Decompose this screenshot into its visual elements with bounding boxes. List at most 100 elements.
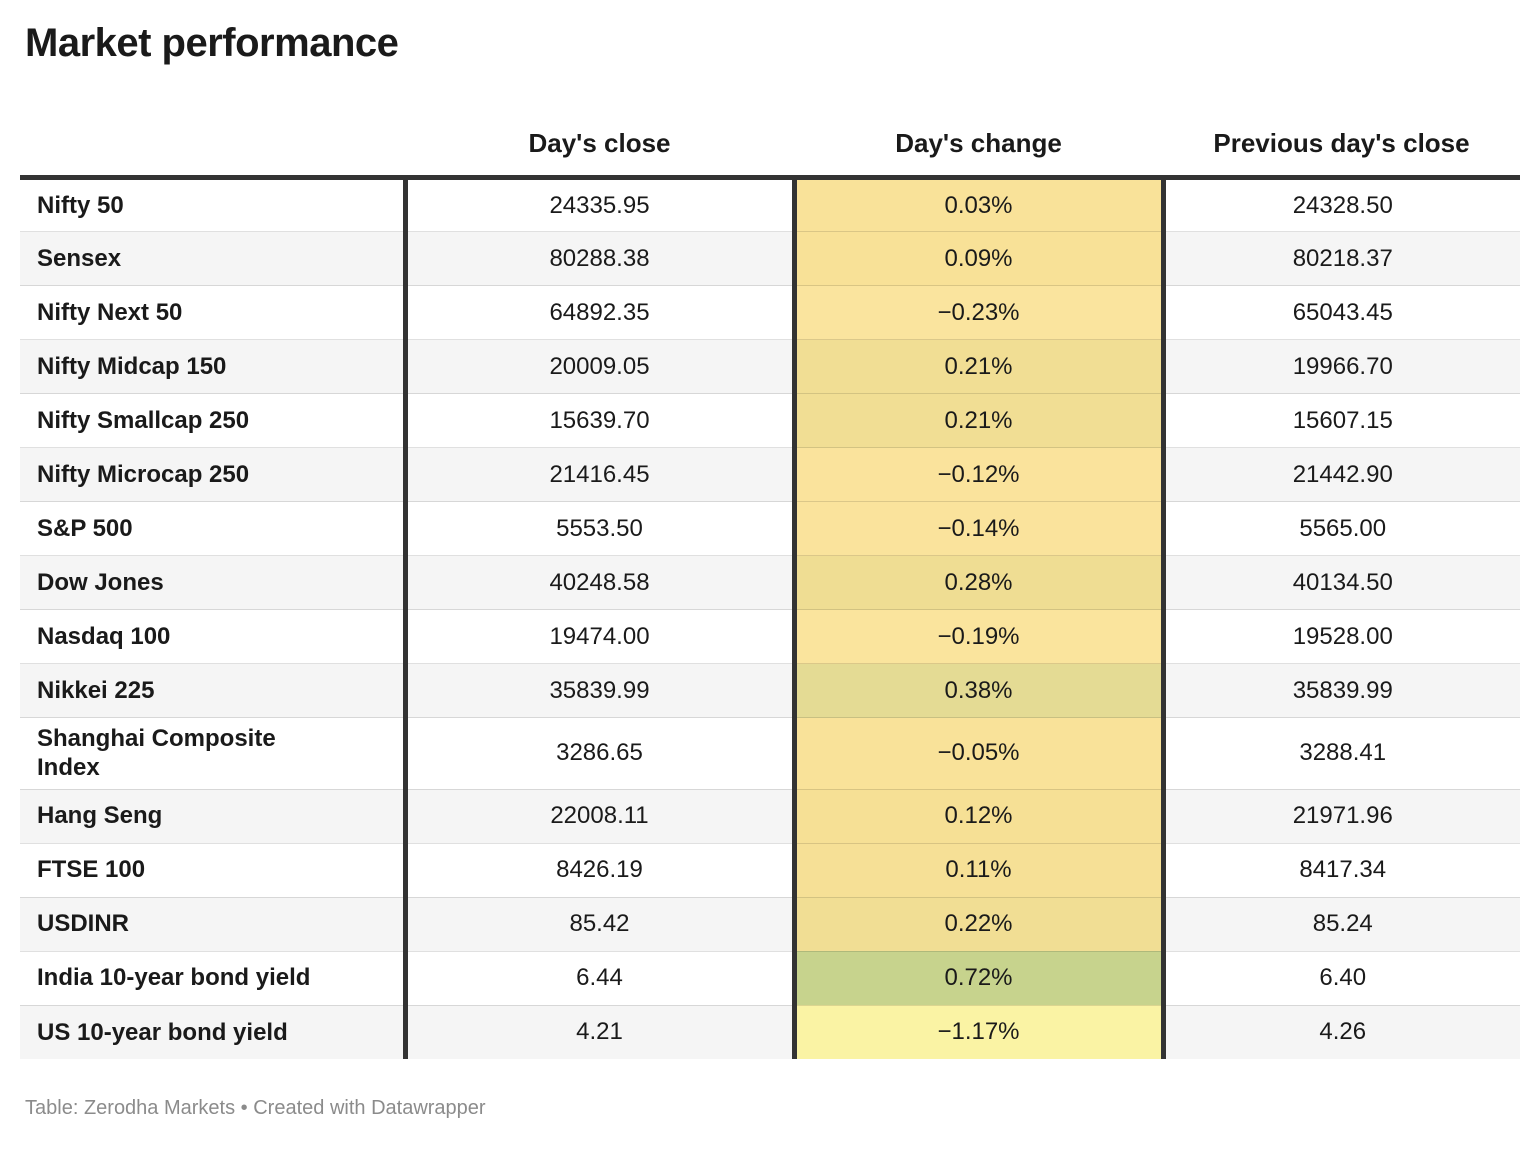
days-close-cell: 24335.95 bbox=[549, 191, 650, 219]
source-link[interactable]: Zerodha Markets bbox=[83, 1097, 236, 1120]
header-blank bbox=[20, 64, 405, 180]
row-label-cell: S&P 500 bbox=[20, 501, 408, 556]
days-close-cell: 19474.00 bbox=[405, 609, 794, 664]
days-change-cell: 0.03% bbox=[791, 177, 1166, 232]
header-row: Day's close Day's change Previous day's … bbox=[20, 64, 1520, 180]
table-footer: Table: Zerodha Markets • Created with Da… bbox=[25, 1097, 1520, 1120]
row-label-cell: FTSE 100 bbox=[20, 842, 408, 898]
table-row: FTSE 100 8426.19 0.11% 8417.34 bbox=[20, 842, 1520, 898]
row-label: Dow Jones bbox=[37, 568, 164, 596]
row-label-cell: Nifty Smallcap 250 bbox=[20, 393, 408, 448]
row-label: Nifty Midcap 150 bbox=[37, 352, 227, 380]
previous-days-close-cell: 35839.99 bbox=[1163, 663, 1520, 718]
row-label-cell: Hang Seng bbox=[20, 788, 408, 844]
days-change-cell: 0.21% bbox=[791, 339, 1166, 394]
row-label: Shanghai Composite Index bbox=[37, 725, 276, 782]
table-row: India 10-year bond yield 6.44 0.72% 6.40 bbox=[20, 950, 1520, 1006]
days-close-cell: 20009.05 bbox=[405, 339, 794, 394]
table-row: Shanghai Composite Index 3286.65 −0.05% … bbox=[20, 717, 1520, 790]
days-close-cell: 4.21 bbox=[405, 1004, 794, 1060]
row-label: FTSE 100 bbox=[37, 856, 146, 884]
footer-separator: • bbox=[235, 1097, 254, 1120]
days-close-cell: 3286.65 bbox=[405, 717, 794, 790]
previous-days-close-cell: 19966.70 bbox=[1163, 339, 1520, 394]
row-label-cell: India 10-year bond yield bbox=[20, 950, 408, 1006]
header-days-close: Day's close bbox=[405, 64, 794, 180]
previous-days-close-cell: 15607.15 bbox=[1163, 393, 1520, 448]
days-close-cell: 15639.70 bbox=[405, 393, 794, 448]
market-performance-table: Day's close Day's change Previous day's … bbox=[20, 64, 1520, 1060]
days-change-cell: 0.72% bbox=[791, 950, 1166, 1006]
table-row: Nifty Microcap 250 21416.45 −0.12% 21442… bbox=[20, 447, 1520, 502]
table-row: US 10-year bond yield 4.21 −1.17% 4.26 bbox=[20, 1004, 1520, 1060]
table-row: Nikkei 225 35839.99 0.38% 35839.99 bbox=[20, 663, 1520, 718]
days-change-cell: 0.12% bbox=[791, 788, 1166, 844]
table-row: Hang Seng 22008.11 0.12% 21971.96 bbox=[20, 788, 1520, 844]
table-row: Dow Jones 40248.58 0.28% 40134.50 bbox=[20, 555, 1520, 610]
row-label-cell: Nasdaq 100 bbox=[20, 609, 408, 664]
row-label: Nifty Microcap 250 bbox=[37, 460, 250, 488]
previous-days-close-cell: 19528.00 bbox=[1163, 609, 1520, 664]
table-row: USDINR 85.42 0.22% 85.24 bbox=[20, 896, 1520, 952]
row-label-cell: Nifty Microcap 250 bbox=[20, 447, 408, 502]
footer-label: Table: bbox=[25, 1097, 84, 1120]
previous-days-close-cell: 24328.50 bbox=[1292, 191, 1393, 219]
row-label-cell: Sensex bbox=[20, 231, 408, 286]
header-days-change: Day's change bbox=[794, 64, 1163, 180]
days-close-cell: 40248.58 bbox=[405, 555, 794, 610]
row-label: US 10-year bond yield bbox=[37, 1018, 288, 1046]
table-row: Sensex 80288.38 0.09% 80218.37 bbox=[20, 231, 1520, 286]
table-row: S&P 500 5553.50 −0.14% 5565.00 bbox=[20, 501, 1520, 556]
days-close-cell: 21416.45 bbox=[405, 447, 794, 502]
days-close-cell: 80288.38 bbox=[405, 231, 794, 286]
days-close-cell: 35839.99 bbox=[405, 663, 794, 718]
previous-days-close-cell: 85.24 bbox=[1163, 896, 1520, 952]
days-change-cell: −0.23% bbox=[791, 285, 1166, 340]
days-close-cell: 22008.11 bbox=[405, 788, 794, 844]
row-label-cell: USDINR bbox=[20, 896, 408, 952]
row-label-cell: US 10-year bond yield bbox=[20, 1004, 408, 1060]
row-label: Nifty 50 bbox=[37, 191, 124, 219]
days-change-cell: −0.14% bbox=[791, 501, 1166, 556]
row-label: Nifty Smallcap 250 bbox=[37, 406, 250, 434]
row-label: Nasdaq 100 bbox=[37, 622, 171, 650]
row-label-cell: Nifty Midcap 150 bbox=[20, 339, 408, 394]
datawrapper-credit-link[interactable]: Created with Datawrapper bbox=[253, 1097, 486, 1120]
table-row: Nifty 50 24335.95 0.03% 24328.50 bbox=[20, 177, 1520, 232]
previous-days-close-cell: 3288.41 bbox=[1163, 717, 1520, 790]
days-close-cell: 85.42 bbox=[405, 896, 794, 952]
days-close-cell: 6.44 bbox=[405, 950, 794, 1006]
days-change-cell: −1.17% bbox=[791, 1004, 1166, 1060]
table-row: Nifty Smallcap 250 15639.70 0.21% 15607.… bbox=[20, 393, 1520, 448]
page-title: Market performance bbox=[25, 21, 399, 65]
previous-days-close-cell: 4.26 bbox=[1163, 1004, 1520, 1060]
days-change-cell: 0.22% bbox=[791, 896, 1166, 952]
days-change-cell: 0.11% bbox=[791, 842, 1166, 898]
row-label-cell: Nifty Next 50 bbox=[20, 285, 408, 340]
row-label-cell: Nifty 50 bbox=[20, 177, 408, 232]
days-close-cell: 5553.50 bbox=[405, 501, 794, 556]
row-label: Hang Seng bbox=[37, 802, 163, 830]
table-row: Nifty Next 50 64892.35 −0.23% 65043.45 bbox=[20, 285, 1520, 340]
row-label: Sensex bbox=[37, 244, 122, 272]
row-label: India 10-year bond yield bbox=[37, 964, 311, 992]
previous-days-close-cell: 5565.00 bbox=[1163, 501, 1520, 556]
table-header: Day's close Day's change Previous day's … bbox=[20, 64, 1520, 180]
days-change-cell: 0.09% bbox=[791, 231, 1166, 286]
previous-days-close-cell: 40134.50 bbox=[1163, 555, 1520, 610]
previous-days-close-cell: 21442.90 bbox=[1163, 447, 1520, 502]
row-label: USDINR bbox=[37, 910, 130, 938]
table-body: Nifty 50 24335.95 0.03% 24328.50 Sensex … bbox=[20, 177, 1520, 1060]
row-label-cell: Shanghai Composite Index bbox=[20, 717, 408, 790]
days-change-cell: −0.12% bbox=[791, 447, 1166, 502]
table-row: Nasdaq 100 19474.00 −0.19% 19528.00 bbox=[20, 609, 1520, 664]
row-label: Nikkei 225 bbox=[37, 676, 155, 704]
previous-days-close-cell: 80218.37 bbox=[1163, 231, 1520, 286]
previous-days-close-cell: 6.40 bbox=[1163, 950, 1520, 1006]
previous-days-close-cell: 8417.34 bbox=[1163, 842, 1520, 898]
row-label-cell: Dow Jones bbox=[20, 555, 408, 610]
days-change-cell: 0.38% bbox=[791, 663, 1166, 718]
previous-days-close-cell: 21971.96 bbox=[1163, 788, 1520, 844]
row-label: S&P 500 bbox=[37, 514, 133, 542]
